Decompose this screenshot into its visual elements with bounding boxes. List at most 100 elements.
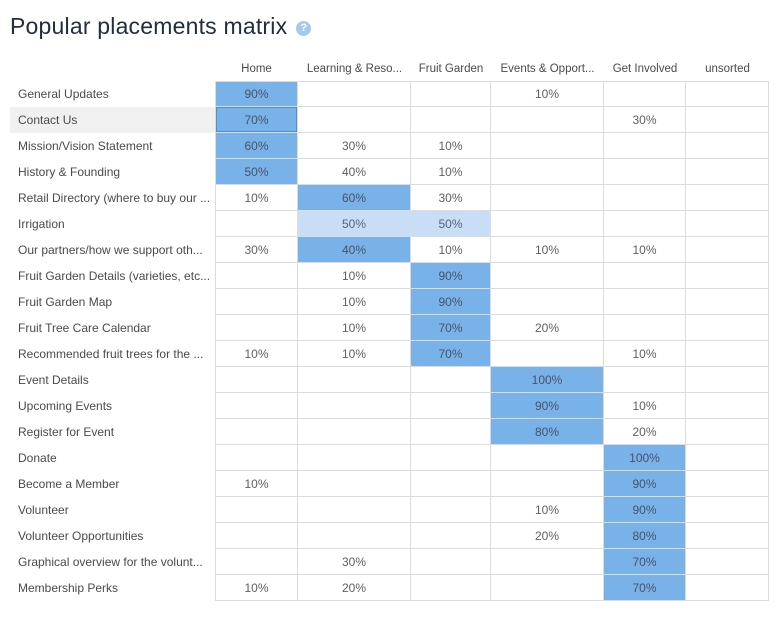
matrix-cell[interactable] <box>298 107 411 133</box>
matrix-cell[interactable] <box>686 497 769 523</box>
matrix-cell[interactable] <box>411 575 491 601</box>
matrix-cell[interactable] <box>604 263 686 289</box>
matrix-cell[interactable] <box>686 445 769 471</box>
matrix-cell[interactable] <box>491 107 604 133</box>
row-label[interactable]: Membership Perks <box>18 581 119 595</box>
matrix-cell[interactable] <box>491 549 604 575</box>
matrix-cell[interactable]: 10% <box>491 237 604 263</box>
matrix-cell[interactable] <box>491 159 604 185</box>
matrix-cell[interactable] <box>491 211 604 237</box>
matrix-cell[interactable]: 20% <box>491 523 604 549</box>
matrix-cell[interactable] <box>411 497 491 523</box>
row-label[interactable]: Volunteer <box>18 503 69 517</box>
matrix-cell[interactable]: 10% <box>215 575 298 601</box>
matrix-cell[interactable]: 70% <box>604 549 686 575</box>
matrix-cell[interactable] <box>298 81 411 107</box>
matrix-cell[interactable]: 100% <box>491 367 604 393</box>
matrix-cell[interactable] <box>604 185 686 211</box>
matrix-cell[interactable] <box>215 445 298 471</box>
matrix-cell[interactable] <box>215 393 298 419</box>
matrix-cell[interactable] <box>686 393 769 419</box>
matrix-cell[interactable]: 10% <box>411 159 491 185</box>
matrix-cell[interactable] <box>491 289 604 315</box>
row-label[interactable]: Fruit Garden Map <box>18 295 113 309</box>
matrix-cell[interactable]: 10% <box>604 393 686 419</box>
matrix-cell[interactable]: 80% <box>604 523 686 549</box>
matrix-cell[interactable]: 70% <box>411 315 491 341</box>
matrix-cell[interactable] <box>686 185 769 211</box>
row-label[interactable]: Our partners/how we support oth... <box>18 243 203 257</box>
matrix-cell[interactable]: 60% <box>298 185 411 211</box>
row-label[interactable]: History & Founding <box>18 165 121 179</box>
matrix-cell[interactable] <box>686 419 769 445</box>
matrix-cell[interactable]: 10% <box>298 289 411 315</box>
matrix-cell[interactable]: 90% <box>411 289 491 315</box>
matrix-cell[interactable] <box>686 575 769 601</box>
matrix-cell[interactable] <box>604 133 686 159</box>
row-label[interactable]: Mission/Vision Statement <box>18 139 153 153</box>
matrix-cell[interactable] <box>298 445 411 471</box>
matrix-cell[interactable] <box>411 81 491 107</box>
row-label[interactable]: Upcoming Events <box>18 399 113 413</box>
matrix-cell[interactable]: 100% <box>604 445 686 471</box>
matrix-cell[interactable]: 90% <box>491 393 604 419</box>
matrix-cell[interactable] <box>491 471 604 497</box>
matrix-cell[interactable] <box>411 471 491 497</box>
matrix-cell[interactable] <box>411 549 491 575</box>
row-label[interactable]: Event Details <box>18 373 89 387</box>
matrix-cell[interactable] <box>686 159 769 185</box>
matrix-cell[interactable] <box>686 549 769 575</box>
matrix-cell[interactable]: 50% <box>411 211 491 237</box>
matrix-cell[interactable]: 10% <box>215 471 298 497</box>
matrix-cell[interactable] <box>604 315 686 341</box>
matrix-cell[interactable] <box>604 159 686 185</box>
matrix-cell[interactable] <box>298 523 411 549</box>
matrix-cell[interactable]: 50% <box>215 159 298 185</box>
matrix-cell[interactable] <box>411 445 491 471</box>
matrix-cell[interactable] <box>686 341 769 367</box>
matrix-cell[interactable] <box>298 419 411 445</box>
matrix-cell[interactable] <box>686 289 769 315</box>
matrix-cell[interactable]: 10% <box>604 237 686 263</box>
matrix-cell[interactable] <box>411 393 491 419</box>
matrix-cell[interactable] <box>686 133 769 159</box>
matrix-cell[interactable] <box>491 341 604 367</box>
matrix-cell[interactable] <box>411 107 491 133</box>
matrix-cell[interactable] <box>491 575 604 601</box>
row-label[interactable]: Contact Us <box>10 107 215 133</box>
matrix-cell[interactable] <box>686 315 769 341</box>
matrix-cell[interactable]: 10% <box>215 341 298 367</box>
matrix-cell[interactable]: 90% <box>604 471 686 497</box>
matrix-cell[interactable]: 30% <box>298 133 411 159</box>
matrix-cell[interactable]: 10% <box>604 341 686 367</box>
matrix-cell[interactable] <box>215 315 298 341</box>
matrix-cell[interactable] <box>686 523 769 549</box>
matrix-cell[interactable]: 80% <box>491 419 604 445</box>
row-label[interactable]: Fruit Tree Care Calendar <box>18 321 151 335</box>
matrix-cell[interactable] <box>686 107 769 133</box>
matrix-cell[interactable]: 10% <box>491 81 604 107</box>
matrix-cell[interactable]: 40% <box>298 237 411 263</box>
matrix-cell[interactable]: 20% <box>298 575 411 601</box>
row-label[interactable]: Volunteer Opportunities <box>18 529 144 543</box>
row-label[interactable]: Recommended fruit trees for the ... <box>18 347 204 361</box>
matrix-cell[interactable] <box>604 211 686 237</box>
row-label[interactable]: Irrigation <box>18 217 65 231</box>
matrix-cell[interactable] <box>604 289 686 315</box>
matrix-cell[interactable] <box>298 367 411 393</box>
matrix-cell[interactable]: 70% <box>215 107 298 133</box>
matrix-cell[interactable] <box>215 523 298 549</box>
matrix-cell[interactable] <box>298 393 411 419</box>
matrix-cell[interactable] <box>215 497 298 523</box>
matrix-cell[interactable] <box>298 471 411 497</box>
matrix-cell[interactable]: 70% <box>604 575 686 601</box>
matrix-cell[interactable] <box>411 367 491 393</box>
matrix-cell[interactable]: 30% <box>604 107 686 133</box>
matrix-cell[interactable]: 10% <box>215 185 298 211</box>
matrix-cell[interactable]: 10% <box>298 341 411 367</box>
matrix-cell[interactable] <box>686 237 769 263</box>
matrix-cell[interactable]: 70% <box>411 341 491 367</box>
matrix-cell[interactable]: 90% <box>604 497 686 523</box>
row-label[interactable]: General Updates <box>18 87 109 101</box>
matrix-cell[interactable]: 20% <box>491 315 604 341</box>
